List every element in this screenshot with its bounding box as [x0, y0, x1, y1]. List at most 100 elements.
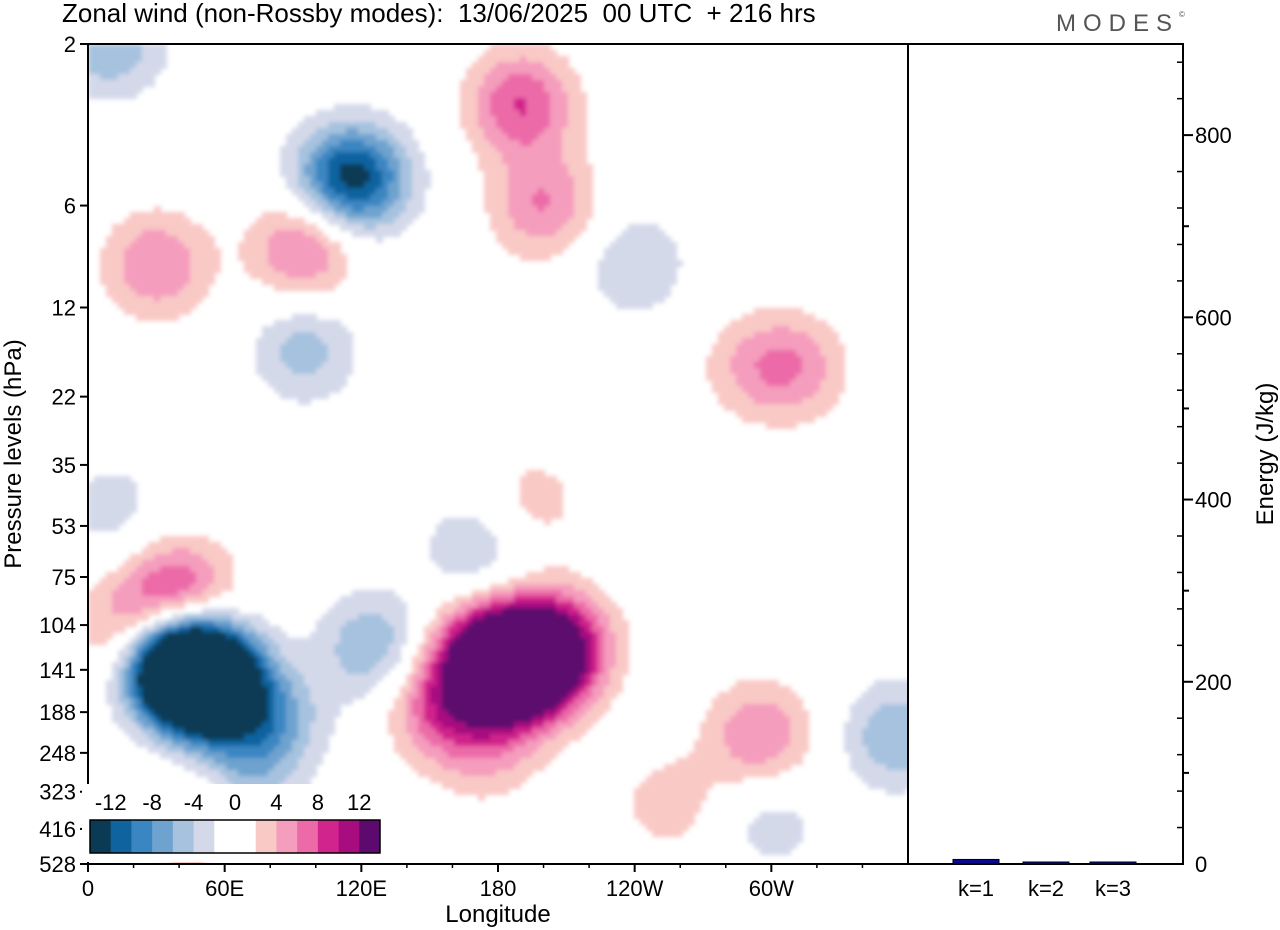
- heatmap-cell: [550, 122, 557, 129]
- heatmap-cell: [88, 620, 95, 627]
- heatmap-cell: [190, 266, 197, 273]
- heatmap-cell: [304, 638, 311, 645]
- heatmap-cell: [532, 170, 539, 177]
- heatmap-cell: [796, 314, 803, 321]
- heatmap-cell: [586, 662, 593, 669]
- heatmap-cell: [568, 146, 575, 153]
- heatmap-cell: [706, 716, 713, 723]
- heatmap-cell: [568, 74, 575, 81]
- heatmap-cell: [562, 158, 569, 165]
- heatmap-cell: [124, 500, 131, 507]
- heatmap-cell: [334, 104, 341, 111]
- heatmap-cell: [118, 86, 125, 93]
- heatmap-cell: [526, 740, 533, 747]
- heatmap-cell: [286, 242, 293, 249]
- heatmap-cell: [508, 68, 515, 75]
- heatmap-cell: [604, 266, 611, 273]
- heatmap-cell: [118, 668, 125, 675]
- heatmap-cell: [262, 260, 269, 267]
- heatmap-cell: [598, 710, 605, 717]
- heatmap-cell: [526, 602, 533, 609]
- heatmap-cell: [220, 632, 227, 639]
- heatmap-cell: [760, 380, 767, 387]
- heatmap-cell: [598, 698, 605, 705]
- heatmap-cell: [748, 320, 755, 327]
- heatmap-cell: [460, 740, 467, 747]
- heatmap-cell: [568, 692, 575, 699]
- heatmap-cell: [502, 704, 509, 711]
- heatmap-cell: [796, 350, 803, 357]
- heatmap-cell: [382, 644, 389, 651]
- heatmap-cell: [550, 722, 557, 729]
- heatmap-cell: [646, 242, 653, 249]
- heatmap-cell: [544, 656, 551, 663]
- heatmap-cell: [166, 668, 173, 675]
- heatmap-cell: [448, 554, 455, 561]
- heatmap-cell: [310, 332, 317, 339]
- heatmap-cell: [604, 680, 611, 687]
- heatmap-cell: [730, 734, 737, 741]
- heatmap-cell: [466, 662, 473, 669]
- heatmap-cell: [154, 590, 161, 597]
- heatmap-cell: [220, 680, 227, 687]
- heatmap-cell: [598, 650, 605, 657]
- heatmap-cell: [262, 698, 269, 705]
- heatmap-cell: [718, 332, 725, 339]
- heatmap-cell: [262, 722, 269, 729]
- heatmap-cell: [322, 680, 329, 687]
- heatmap-cell: [502, 152, 509, 159]
- heatmap-cell: [502, 188, 509, 195]
- heatmap-cell: [502, 716, 509, 723]
- heatmap-cell: [712, 746, 719, 753]
- heatmap-cell: [496, 596, 503, 603]
- heatmap-cell: [610, 272, 617, 279]
- heatmap-cell: [712, 344, 719, 351]
- heatmap-cell: [472, 734, 479, 741]
- heatmap-cell: [760, 398, 767, 405]
- heatmap-cell: [196, 272, 203, 279]
- heatmap-cell: [286, 134, 293, 141]
- heatmap-cell: [250, 272, 257, 279]
- heatmap-cell: [580, 224, 587, 231]
- heatmap-cell: [292, 716, 299, 723]
- heatmap-cell: [148, 284, 155, 291]
- heatmap-cell: [202, 614, 209, 621]
- heatmap-cell: [862, 746, 869, 753]
- heatmap-cell: [226, 656, 233, 663]
- heatmap-cell: [136, 716, 143, 723]
- heatmap-cell: [736, 698, 743, 705]
- heatmap-cell: [178, 704, 185, 711]
- heatmap-cell: [274, 686, 281, 693]
- heatmap-cell: [130, 272, 137, 279]
- heatmap-cell: [292, 656, 299, 663]
- heatmap-cell: [214, 638, 221, 645]
- heatmap-cell: [292, 740, 299, 747]
- heatmap-cell: [274, 332, 281, 339]
- heatmap-cell: [220, 746, 227, 753]
- heatmap-cell: [316, 638, 323, 645]
- heatmap-cell: [166, 650, 173, 657]
- heatmap-cell: [484, 140, 491, 147]
- heatmap-cell: [130, 284, 137, 291]
- heatmap-cell: [532, 74, 539, 81]
- heatmap-cell: [550, 224, 557, 231]
- heatmap-cell: [502, 686, 509, 693]
- heatmap-cell: [136, 272, 143, 279]
- chart-title: Zonal wind (non-Rossby modes): 13/06/202…: [62, 0, 816, 28]
- heatmap-cell: [484, 632, 491, 639]
- heatmap-cell: [220, 656, 227, 663]
- heatmap-cell: [292, 260, 299, 267]
- heatmap-cell: [736, 740, 743, 747]
- heatmap-cell: [790, 416, 797, 423]
- heatmap-cell: [328, 266, 335, 273]
- heatmap-cell: [316, 338, 323, 345]
- heatmap-cell: [280, 260, 287, 267]
- heatmap-cell: [502, 650, 509, 657]
- heatmap-cell: [370, 170, 377, 177]
- heatmap-cell: [814, 386, 821, 393]
- heatmap-cell: [226, 740, 233, 747]
- heatmap-cell: [370, 158, 377, 165]
- heatmap-cell: [334, 680, 341, 687]
- heatmap-cell: [484, 656, 491, 663]
- heatmap-cell: [532, 86, 539, 93]
